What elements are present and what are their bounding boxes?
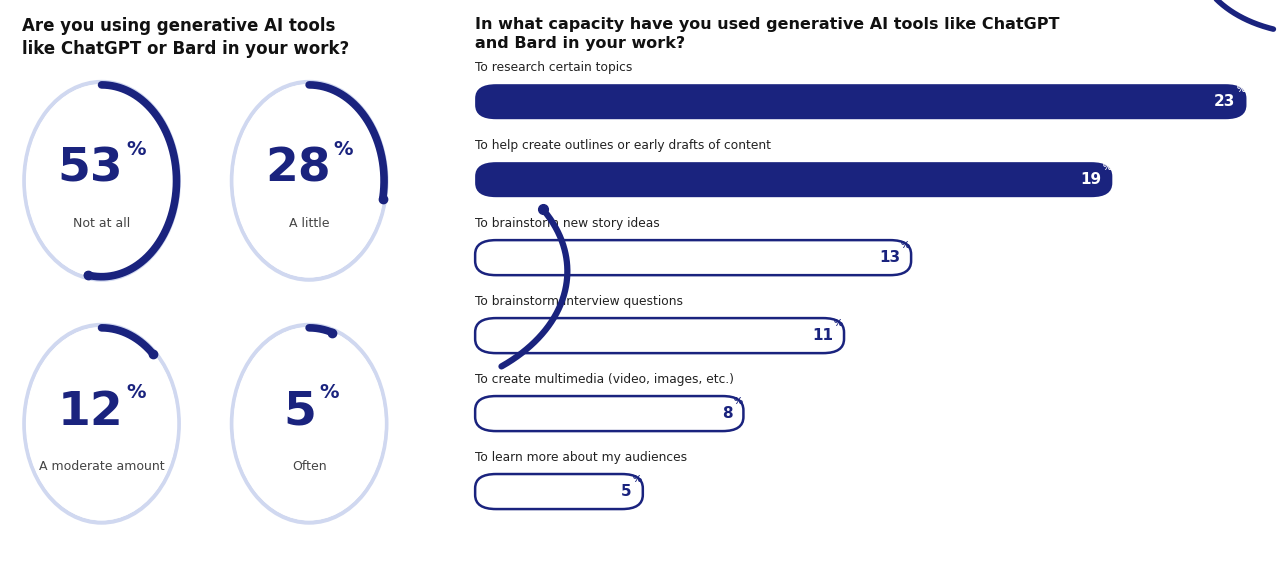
Text: %: %	[319, 383, 339, 402]
Text: 13: 13	[879, 250, 900, 265]
FancyBboxPatch shape	[475, 318, 844, 353]
Circle shape	[234, 328, 384, 520]
Circle shape	[27, 85, 177, 277]
FancyBboxPatch shape	[475, 84, 1247, 119]
FancyBboxPatch shape	[475, 474, 1247, 509]
FancyBboxPatch shape	[475, 162, 1112, 197]
FancyBboxPatch shape	[475, 162, 1247, 197]
Text: 23: 23	[1215, 94, 1235, 109]
FancyBboxPatch shape	[475, 84, 1247, 119]
Text: In what capacity have you used generative AI tools like ChatGPT
and Bard in your: In what capacity have you used generativ…	[475, 17, 1060, 51]
Circle shape	[234, 85, 384, 277]
Text: To brainstorm new story ideas: To brainstorm new story ideas	[475, 217, 660, 230]
Text: 19: 19	[1080, 172, 1101, 187]
FancyBboxPatch shape	[475, 396, 1247, 431]
Text: %: %	[127, 383, 146, 402]
FancyBboxPatch shape	[475, 318, 1247, 353]
Text: Often: Often	[292, 459, 326, 473]
Text: A moderate amount: A moderate amount	[38, 459, 164, 473]
FancyBboxPatch shape	[475, 396, 744, 431]
Text: %: %	[1102, 163, 1111, 172]
Text: 12: 12	[58, 390, 123, 435]
Text: To research certain topics: To research certain topics	[475, 61, 632, 74]
Text: A little: A little	[289, 216, 329, 230]
Text: Are you using generative AI tools
like ChatGPT or Bard in your work?: Are you using generative AI tools like C…	[22, 17, 349, 58]
Text: To learn more about my audiences: To learn more about my audiences	[475, 451, 687, 464]
Text: %: %	[334, 140, 353, 159]
Text: %: %	[1236, 85, 1245, 94]
Text: %: %	[632, 475, 641, 484]
Text: 11: 11	[812, 328, 833, 343]
FancyBboxPatch shape	[475, 240, 911, 275]
Text: %: %	[733, 397, 742, 406]
Text: %: %	[901, 241, 910, 250]
Text: Not at all: Not at all	[73, 216, 131, 230]
Text: 28: 28	[265, 147, 332, 192]
FancyBboxPatch shape	[475, 474, 643, 509]
Text: 53: 53	[58, 147, 123, 192]
Text: %: %	[835, 319, 844, 328]
Circle shape	[27, 328, 177, 520]
Text: 5: 5	[621, 484, 632, 499]
Text: To create multimedia (video, images, etc.): To create multimedia (video, images, etc…	[475, 373, 735, 386]
Text: 8: 8	[722, 406, 732, 421]
Text: 5: 5	[284, 390, 316, 435]
FancyBboxPatch shape	[475, 240, 1247, 275]
Text: %: %	[127, 140, 146, 159]
Text: To brainstorm interview questions: To brainstorm interview questions	[475, 295, 684, 308]
Text: To help create outlines or early drafts of content: To help create outlines or early drafts …	[475, 139, 771, 152]
